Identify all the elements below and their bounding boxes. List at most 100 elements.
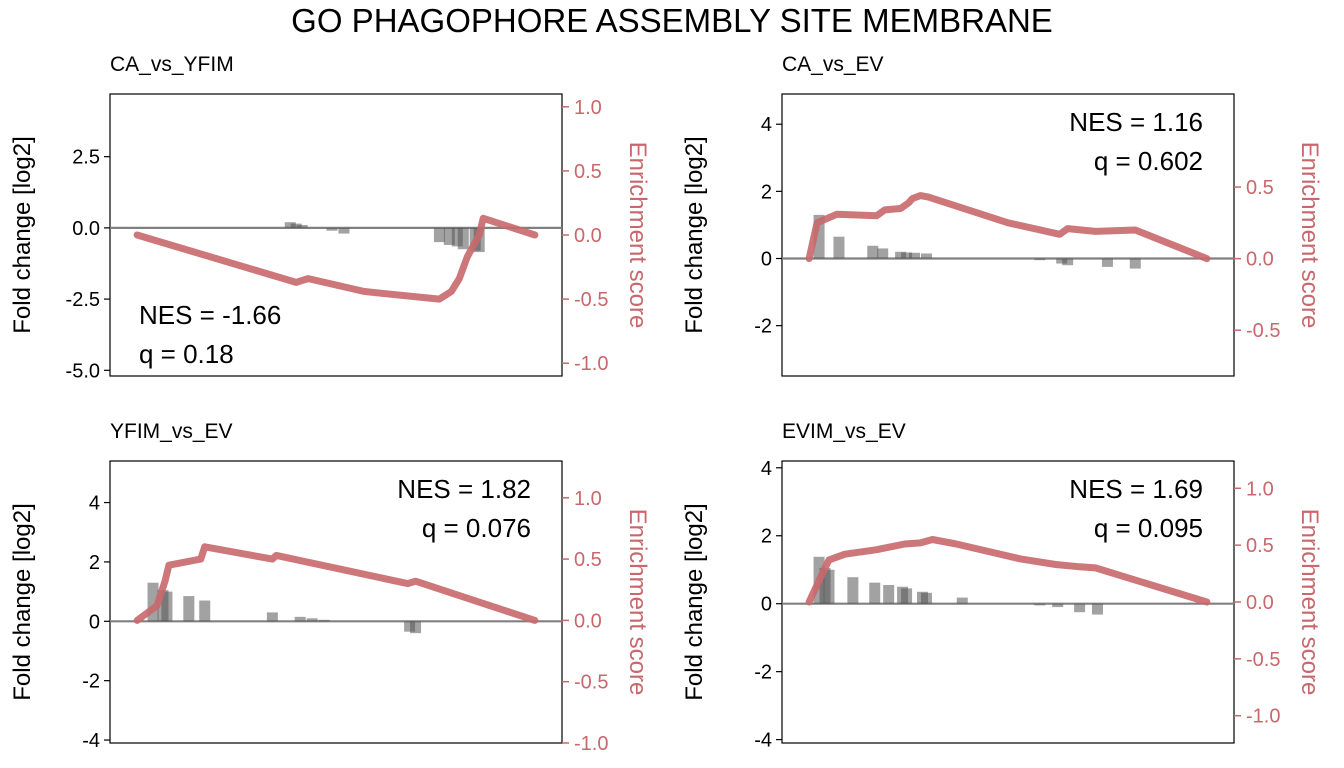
y-axis-label-right: Enrichment score xyxy=(1296,142,1323,329)
fold-change-bar xyxy=(1052,603,1064,608)
fold-change-bar xyxy=(457,227,469,250)
fold-change-bar xyxy=(895,251,907,259)
y-tick-label-left: -5.0 xyxy=(66,360,100,382)
y-tick-label-left: -2.5 xyxy=(66,289,100,311)
fold-change-bar xyxy=(1062,258,1074,266)
fold-change-bar xyxy=(410,621,422,634)
panel-title: YFIM_vs_EV xyxy=(110,420,233,443)
fold-change-bar xyxy=(306,618,318,622)
nes-label: NES = 1.69 xyxy=(1069,474,1203,504)
y-tick-label-right: 0.5 xyxy=(574,549,602,571)
enrichment-score-line xyxy=(805,192,1211,263)
y-tick-label-right: 1.0 xyxy=(574,97,602,119)
y-tick-label-right: -0.5 xyxy=(1246,649,1280,671)
y-tick-label-right: 0.0 xyxy=(574,225,602,247)
y-tick-label-left: 4 xyxy=(761,114,772,136)
nes-label: NES = 1.82 xyxy=(397,474,531,504)
fold-change-bar xyxy=(294,616,306,622)
y-tick-label-left: 0 xyxy=(89,611,100,633)
y-tick-label-right: 0.0 xyxy=(1246,592,1274,614)
y-axis-label-right: Enrichment score xyxy=(624,142,651,329)
fold-change-bar xyxy=(1034,258,1046,261)
fold-change-bar xyxy=(296,225,308,228)
fold-change-bar xyxy=(318,619,330,622)
y-tick-label-left: 2 xyxy=(761,526,772,548)
y-tick-label-left: 4 xyxy=(89,493,100,515)
y-tick-label-right: 1.0 xyxy=(574,488,602,510)
y-axis-label-left: Fold change [log2] xyxy=(681,503,708,700)
enrichment-score-line xyxy=(133,214,539,303)
panel-ca-vs-yfim: CA_vs_YFIM -5.0 -2.5 0.0 2.5 -1.0 -0.5 0.0 0.5 1.… xyxy=(9,53,651,382)
q-label: q = 0.602 xyxy=(1094,146,1203,176)
fold-change-bar xyxy=(847,577,859,604)
panel-evim-vs-ev: EVIM_vs_EV -4 -2 0 2 4 -1.0 -0.5 0.0 0.5 1.0 Fold c… xyxy=(681,420,1323,752)
y-axis-label-right: Enrichment score xyxy=(1296,509,1323,696)
y-axis-label-left: Fold change [log2] xyxy=(681,136,708,333)
y-tick-label-right: 0.0 xyxy=(574,610,602,632)
y-tick-label-left: -2 xyxy=(754,316,772,338)
y-tick-label-left: -2 xyxy=(754,662,772,684)
y-axis-label-left: Fold change [log2] xyxy=(9,503,36,700)
y-tick-label-right: -0.5 xyxy=(574,672,608,694)
q-label: q = 0.095 xyxy=(1094,513,1203,543)
plot-frame xyxy=(109,93,563,377)
fold-change-bar xyxy=(901,588,913,604)
fold-change-bar xyxy=(290,223,302,228)
figure-title: GO PHAGOPHORE ASSEMBLY SITE MEMBRANE xyxy=(291,2,1053,39)
fold-change-bar xyxy=(901,252,913,259)
y-tick-label-right: 1.0 xyxy=(1246,478,1274,500)
y-tick-label-right: 0.5 xyxy=(1246,177,1274,199)
fold-change-bar xyxy=(1074,603,1086,613)
fold-change-bar xyxy=(869,582,881,604)
fold-change-bar xyxy=(1129,258,1141,269)
y-tick-label-left: -2 xyxy=(82,671,100,693)
fold-change-bar xyxy=(956,597,968,604)
fold-change-bar xyxy=(1091,603,1103,615)
fold-change-bar xyxy=(1101,258,1113,267)
enrichment-score-line xyxy=(805,536,1211,606)
panel-ca-vs-ev: CA_vs_EV -2 0 2 4 -0.5 0.0 0.5 Fold change [log2… xyxy=(681,53,1323,377)
y-axis-label-left: Fold change [log2] xyxy=(9,136,36,333)
fold-change-bar xyxy=(183,596,195,622)
fold-change-bar xyxy=(404,621,416,632)
fold-change-bar xyxy=(338,227,350,234)
y-tick-label-right: -0.5 xyxy=(574,289,608,311)
fold-change-bar xyxy=(823,569,835,604)
fold-change-bar xyxy=(443,227,455,245)
q-label: q = 0.076 xyxy=(422,513,531,543)
fold-change-bar xyxy=(1034,603,1046,606)
fold-change-bar xyxy=(199,600,211,622)
y-tick-label-left: 2 xyxy=(89,552,100,574)
fold-change-bar xyxy=(266,612,278,622)
panel-title: EVIM_vs_EV xyxy=(782,420,906,443)
panel-title: CA_vs_YFIM xyxy=(110,53,234,76)
panel-yfim-vs-ev: YFIM_vs_EV -4 -2 0 2 4 -1.0 -0.5 0.0 0.5 1.0 Fold c… xyxy=(9,420,651,755)
fold-change-bar xyxy=(833,236,845,259)
y-tick-label-left: 2.5 xyxy=(72,147,100,169)
plot-frame xyxy=(109,460,563,744)
fold-change-bar xyxy=(883,585,895,604)
nes-label: NES = -1.66 xyxy=(139,300,281,330)
y-tick-label-right: -1.0 xyxy=(1246,706,1280,728)
plot-frame xyxy=(781,93,1235,377)
y-tick-label-right: -0.5 xyxy=(1246,320,1280,342)
panel-title: CA_vs_EV xyxy=(782,53,884,76)
nes-label: NES = 1.16 xyxy=(1069,107,1203,137)
y-tick-label-left: -4 xyxy=(754,730,772,752)
fold-change-bar xyxy=(1056,258,1068,264)
q-label: q = 0.18 xyxy=(139,339,234,369)
fold-change-bar xyxy=(451,227,463,247)
fold-change-bar xyxy=(909,252,921,259)
fold-change-bar xyxy=(813,214,825,259)
fold-change-bar xyxy=(326,227,338,231)
y-tick-label-right: -1.0 xyxy=(574,733,608,755)
y-tick-label-left: 4 xyxy=(761,458,772,480)
y-tick-label-left: 2 xyxy=(761,181,772,203)
y-tick-label-right: 0.5 xyxy=(1246,535,1274,557)
fold-change-bar xyxy=(920,592,932,604)
y-axis-label-right: Enrichment score xyxy=(624,509,651,696)
fold-change-bar xyxy=(284,222,296,228)
y-tick-label-left: 0 xyxy=(761,594,772,616)
fold-change-bar xyxy=(433,227,445,243)
